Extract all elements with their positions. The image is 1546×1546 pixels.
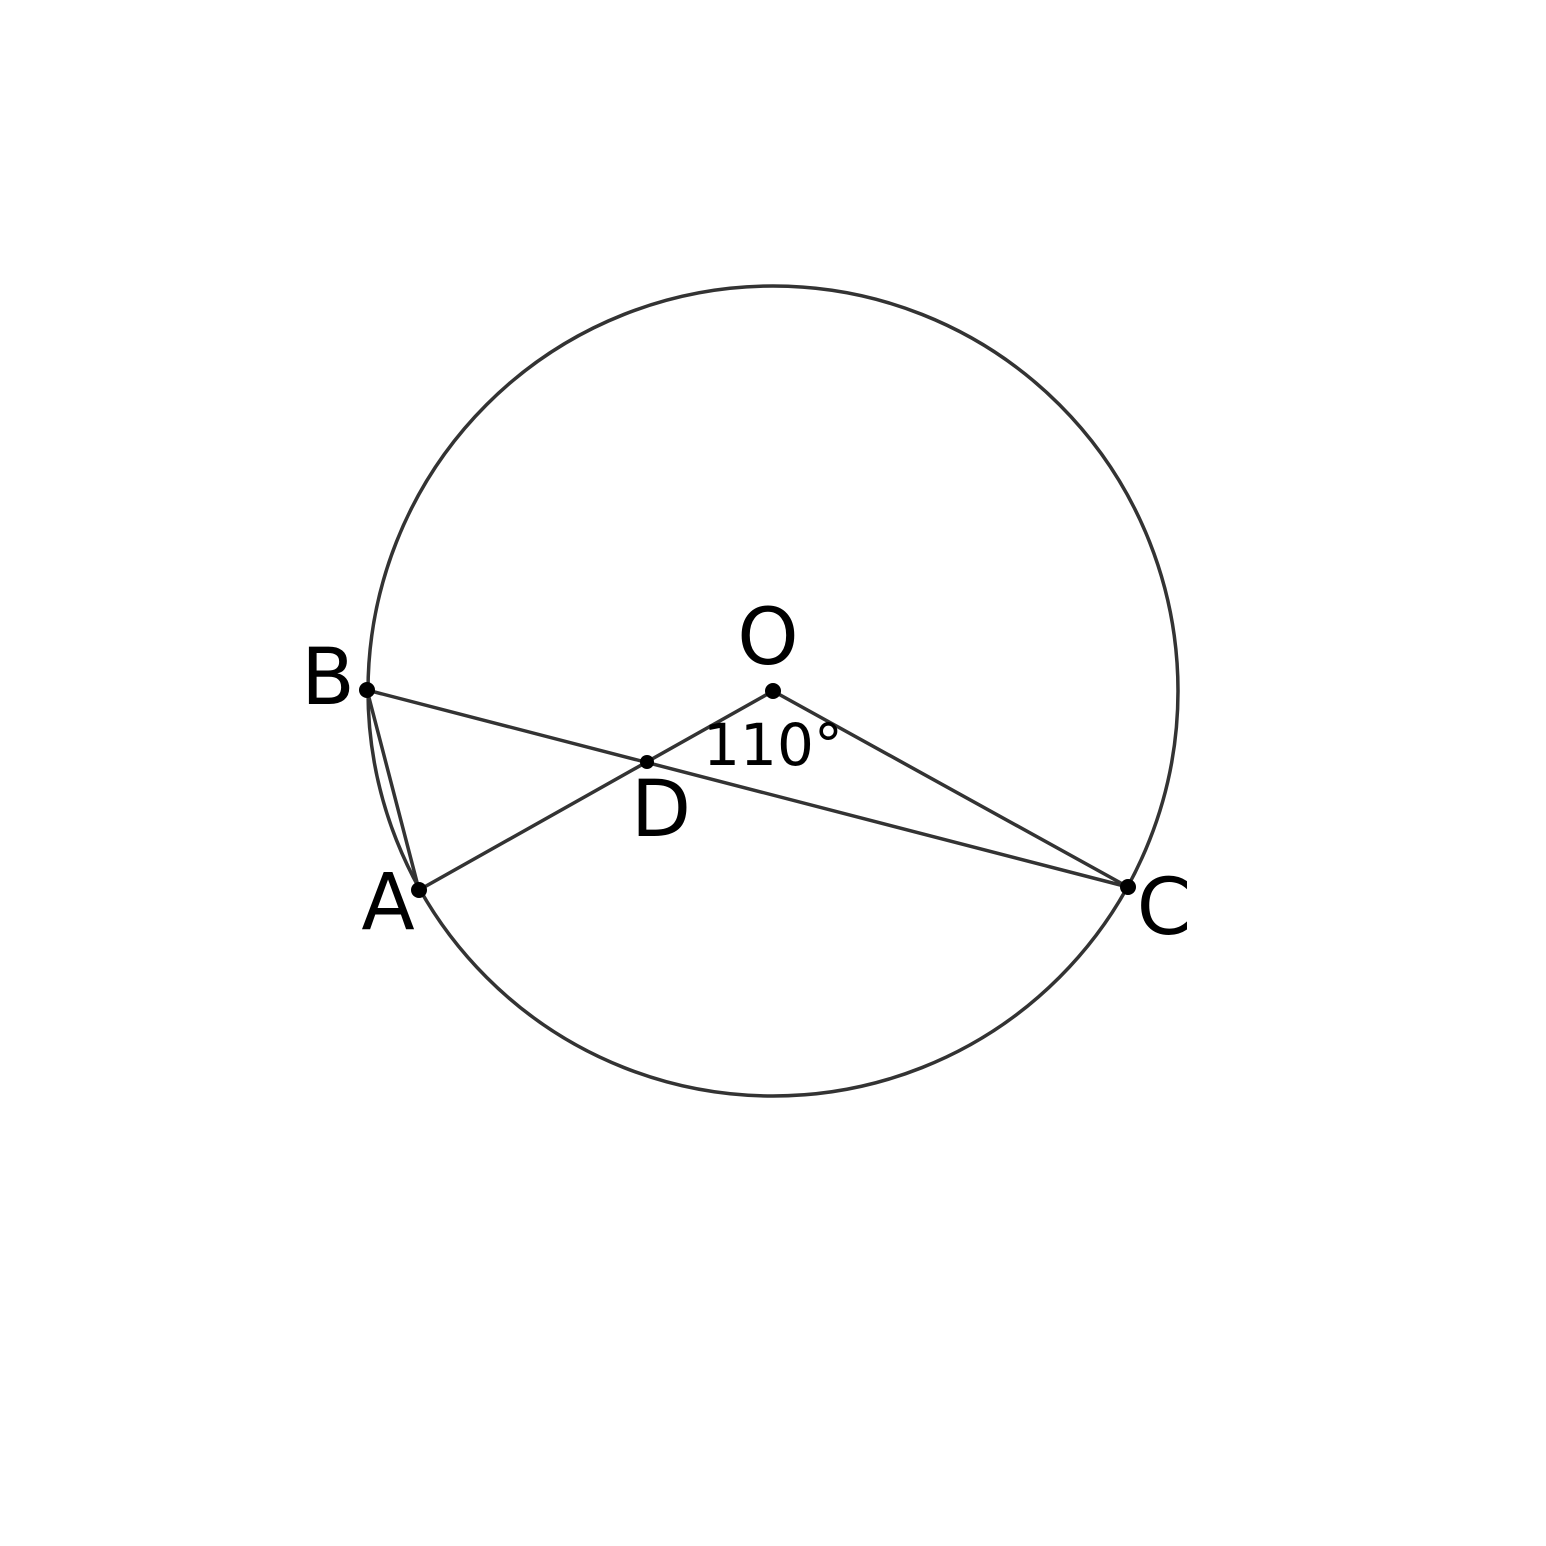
- segment-bc: [365, 688, 1130, 889]
- segment-oc: [771, 689, 1130, 889]
- point-a: [411, 882, 427, 898]
- label-o: O: [737, 593, 798, 683]
- label-a: A: [361, 858, 414, 948]
- segment-ba: [365, 688, 421, 892]
- point-c: [1120, 879, 1136, 895]
- label-c: C: [1137, 863, 1191, 953]
- point-d: [640, 755, 654, 769]
- label-d: D: [631, 765, 691, 855]
- segment-ao: [417, 689, 775, 892]
- point-o: [765, 683, 781, 699]
- label-b: B: [301, 633, 355, 723]
- point-b: [359, 682, 375, 698]
- angle-aoc-label: 110°: [703, 711, 843, 779]
